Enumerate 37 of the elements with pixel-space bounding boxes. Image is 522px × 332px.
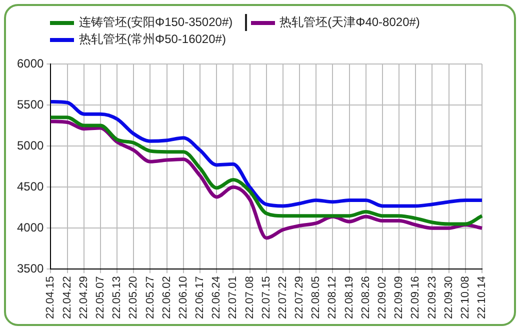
x-tick-label: 22.06.02 bbox=[160, 276, 173, 320]
x-tick-label: 22.09.02 bbox=[376, 276, 388, 320]
x-tick-label: 22.10.08 bbox=[459, 276, 472, 320]
x-tick-label: 22.09.09 bbox=[393, 276, 406, 320]
y-tick-label: 5000 bbox=[16, 138, 44, 152]
legend-label: 热轧管坯(天津Φ40-8020#) bbox=[280, 14, 420, 31]
x-tick-label: 22.05.27 bbox=[144, 276, 156, 320]
x-tick-label: 22.07.15 bbox=[260, 276, 272, 320]
y-tick-label: 5500 bbox=[16, 97, 44, 112]
x-tick-label: 22.07.08 bbox=[244, 276, 256, 320]
x-tick-label: 22.10.14 bbox=[476, 276, 488, 320]
x-tick-label: 22.06.17 bbox=[194, 276, 206, 320]
x-tick-label: 22.04.15 bbox=[44, 276, 57, 320]
x-tick-label: 22.07.29 bbox=[294, 276, 306, 320]
legend-label: 热轧管坯(常州Φ50-16020#) bbox=[79, 31, 226, 48]
y-tick-label: 6000 bbox=[16, 56, 44, 70]
x-tick-label: 22.05.13 bbox=[111, 276, 124, 320]
x-tick-label: 22.08.12 bbox=[326, 276, 339, 320]
x-tick-label: 22.08.26 bbox=[360, 276, 372, 320]
y-tick-label: 4000 bbox=[16, 220, 44, 234]
x-tick-label: 22.07.01 bbox=[227, 276, 240, 320]
x-tick-label: 22.06.24 bbox=[210, 276, 223, 320]
x-tick-label: 22.04.29 bbox=[78, 276, 90, 320]
x-tick-label: 22.09.23 bbox=[426, 276, 438, 320]
x-tick-label: 22.08.19 bbox=[343, 276, 356, 320]
line-series bbox=[48, 100, 484, 208]
x-tick-label: 22.09.30 bbox=[442, 276, 455, 320]
y-tick-label: 4500 bbox=[16, 179, 44, 194]
x-tick-label: 22.08.05 bbox=[310, 276, 322, 320]
x-tick-label: 22.06.10 bbox=[177, 276, 190, 320]
legend-label: 连铸管坯(安阳Φ150-35020#) bbox=[79, 14, 233, 31]
x-tick-label: 22.09.16 bbox=[410, 276, 422, 320]
x-tick-label: 22.04.22 bbox=[61, 276, 74, 320]
x-tick-label: 22.07.22 bbox=[276, 276, 289, 320]
x-tick-label: 22.05.07 bbox=[94, 276, 106, 320]
y-tick-label: 3500 bbox=[16, 261, 44, 276]
x-tick-label: 22.05.20 bbox=[128, 276, 140, 320]
